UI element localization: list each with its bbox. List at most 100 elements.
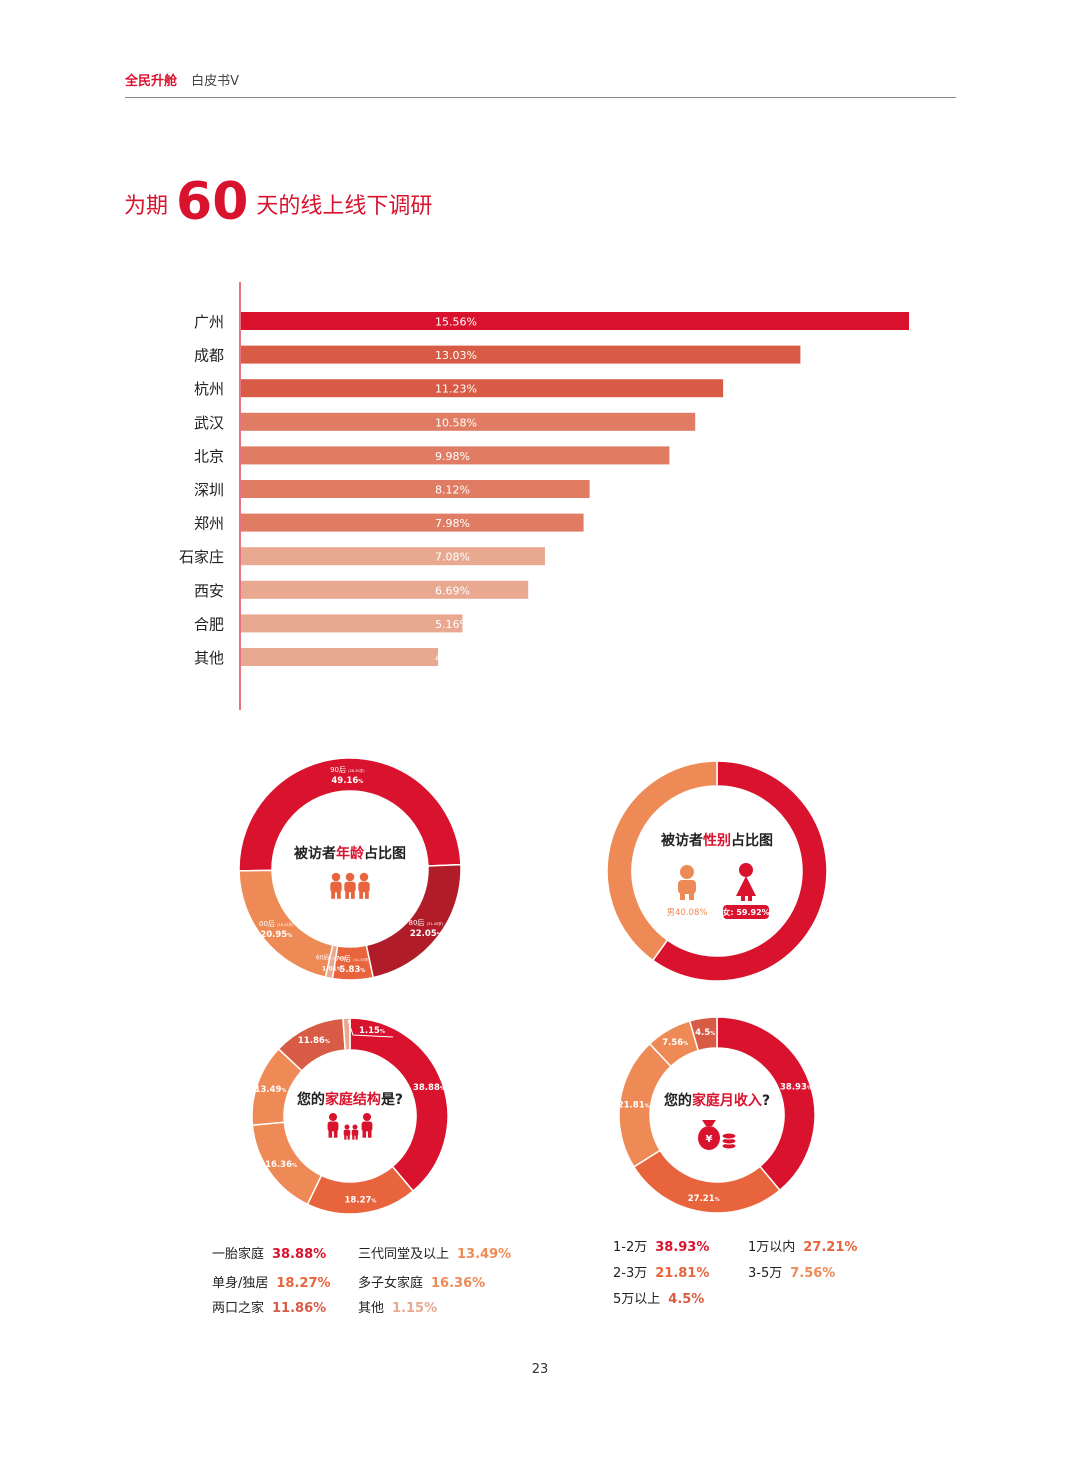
income-segment-4 [688,1016,718,1052]
male-icon [678,865,696,900]
age-segment-percent: % [358,779,363,785]
age-segment-name: 80后 (31-40岁) [409,918,444,927]
bar-5 [241,480,590,498]
bar-10 [241,648,439,666]
money-bag-top [702,1120,716,1126]
family-chart-title-part: 是? [381,1092,403,1108]
family-leader-line [347,1019,394,1038]
legend-value: 21.81% [655,1266,710,1281]
bar-6 [241,513,584,532]
legend-name: 5万以上 [613,1292,661,1307]
age-person-icon [344,872,356,899]
family-segment-1 [306,1165,415,1215]
legend-value: 18.27% [276,1276,331,1291]
family-segment-value: 13.49% [255,1085,287,1095]
family-segment-value: 18.27% [345,1195,377,1205]
gender-chart-title-part: 性别 [703,832,731,849]
legend-name: 2-3万 [613,1266,648,1281]
family-person-icon-head [362,1112,372,1122]
page-title: 为期 60 天的线上线下调研 [124,172,432,232]
age-person-icon-body [330,881,342,893]
bar-category-label: 郑州 [194,515,224,533]
bar-value-label: 10.58% [435,416,477,429]
bar-4 [241,446,670,465]
family-child-icon-leg [347,1134,350,1140]
income-segment-0 [716,1016,816,1192]
age-segment-4 [238,869,334,979]
family-legend-item: 一胎家庭 38.88% [212,1243,326,1262]
family-child-icon [351,1124,359,1140]
age-segment-percent: % [287,933,292,939]
gender-chart-title-part: 被访者 [661,832,703,849]
age-segment-name: 90后 (26-30岁) [330,765,365,774]
header-subtitle: 白皮书Ⅴ [191,74,240,89]
family-child-icon-body [343,1129,351,1136]
bar-1 [241,345,801,364]
legend-name: 三代同堂及以上 [358,1247,450,1262]
bar-category-label: 石家庄 [179,548,224,566]
gender-segment-1 [606,760,718,962]
header-brand: 全民升舱 [125,74,178,89]
age-person-icon-head [331,872,341,882]
bar-category-label: 北京 [194,447,224,465]
title-suffix: 天的线上线下调研 [256,194,433,219]
age-chart-title-part: 被访者 [294,845,336,862]
legend-name: 一胎家庭 [212,1247,265,1262]
yuan-symbol: ¥ [706,1134,713,1145]
age-person-icon-body [358,881,370,893]
bar-category-label: 广州 [194,313,224,331]
age-person-icon [330,872,342,899]
running-header: 全民升舱 白皮书Ⅴ [125,70,239,89]
family-percent: % [281,1088,286,1094]
family-legend-item: 多子女家庭 16.36% [358,1272,485,1291]
age-chart-title: 被访者年龄占比图 [294,845,406,862]
age-segment-note: (26-30岁) [348,768,365,773]
family-person-icon-body [361,1121,373,1132]
income-segment-value: 4.5% [695,1028,715,1038]
age-segment-note: (41-50岁) [353,957,370,962]
bar-value-label: 11.23% [435,383,477,396]
bar-category-label: 杭州 [194,380,224,398]
bar-category-label: 西安 [194,582,224,600]
age-person-icon-body [344,881,356,893]
legend-value: 4.5% [668,1292,705,1307]
income-legend-item: 1万以内 27.21% [748,1236,857,1255]
bar-value-label: 13.03% [435,349,477,362]
income-chart-title-part: 您的 [664,1092,692,1109]
age-segment-value: 20.95% [260,930,292,940]
family-chart-title-part: 您的 [297,1091,325,1108]
family-percent: % [380,1029,385,1035]
age-segment-name: 60后 (51-60岁) [316,953,349,961]
family-legend-item: 两口之家 11.86% [212,1297,326,1316]
male-value: 男40.08% [667,908,708,918]
age-segment-value: 1.01% [322,965,342,972]
family-child-icon [343,1124,351,1140]
age-person-icon-leg [364,890,369,899]
family-segment-5 [342,1017,351,1051]
family-chart-title: 您的家庭结构是? [297,1091,403,1108]
coin [721,1132,737,1140]
bar-category-label: 深圳 [194,481,224,499]
age-segment-value: 49.16% [331,776,363,786]
income-segment-value: 27.21% [688,1194,720,1204]
legend-name: 多子女家庭 [358,1276,424,1291]
age-segment-percent: % [337,966,342,972]
age-person-icon-leg [331,890,336,899]
income-legend-item: 3-5万 7.56% [748,1262,835,1281]
family-segment-0 [349,1017,449,1193]
money-bag-body [698,1126,720,1150]
income-percent: % [807,1085,812,1091]
age-segment-note: (51-60岁) [331,955,348,960]
legend-name: 单身/独居 [212,1276,269,1291]
income-segment-value: 7.56% [662,1038,688,1048]
bar-8 [241,580,529,599]
bar-value-label: 8.12% [435,484,470,497]
bar-value-label: 5.16% [435,618,470,631]
family-person-icon-leg [328,1129,333,1138]
income-chart-title: 您的家庭月收入? [664,1092,770,1109]
family-person-icon-leg [367,1129,372,1138]
female-leg [741,895,745,901]
age-person-icon-leg [345,890,350,899]
bar-value-label: 4.59% [435,652,470,665]
